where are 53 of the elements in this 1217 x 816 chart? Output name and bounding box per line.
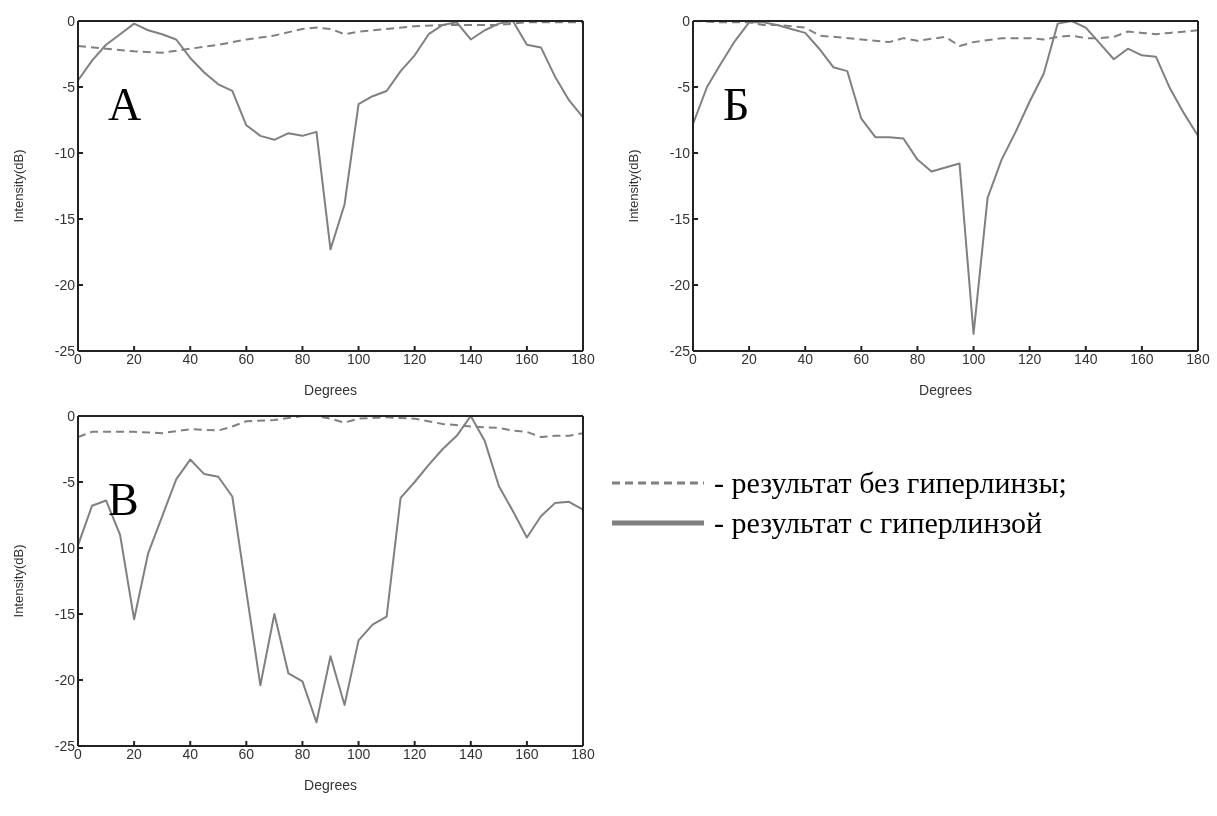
text: Б xyxy=(723,78,750,131)
x-tick-label: 140 xyxy=(1074,350,1098,367)
x-tick-label: 120 xyxy=(1017,350,1042,367)
x-axis-title: Degrees xyxy=(304,777,357,793)
x-tick-label: 140 xyxy=(459,745,483,762)
x-tick-label: 160 xyxy=(1130,350,1154,367)
x-tick-label: 60 xyxy=(238,350,255,367)
x-tick-label: 40 xyxy=(797,350,814,367)
x-tick-label: 160 xyxy=(515,350,539,367)
x-tick-label: 140 xyxy=(459,350,483,367)
x-tick-label: 100 xyxy=(346,350,371,367)
x-tick-label: 20 xyxy=(741,350,758,367)
x-tick-label: 40 xyxy=(182,745,199,762)
y-axis-title: Intensity(dB) xyxy=(625,149,641,223)
y-tick-label: -15 xyxy=(54,605,76,622)
x-tick-label: 80 xyxy=(294,745,311,762)
y-axis-title: Intensity(dB) xyxy=(10,149,26,223)
y-tick-label: -20 xyxy=(54,276,76,293)
x-tick-label: 80 xyxy=(909,350,926,367)
text: В xyxy=(108,473,139,526)
y-tick-label: -5 xyxy=(677,78,691,95)
y-tick-label: -10 xyxy=(54,539,76,556)
y-tick-label: -10 xyxy=(54,144,76,161)
x-tick-label: 20 xyxy=(126,745,143,762)
y-tick-label: -15 xyxy=(54,210,76,227)
x-tick-label: 120 xyxy=(402,350,427,367)
x-tick-label: 120 xyxy=(402,745,427,762)
y-tick-label: -20 xyxy=(669,276,691,293)
y-tick-label: -5 xyxy=(62,78,76,95)
x-tick-label: 100 xyxy=(961,350,986,367)
y-tick-label: -5 xyxy=(62,473,76,490)
y-tick-label: 0 xyxy=(67,12,76,29)
x-tick-label: 60 xyxy=(238,745,255,762)
y-tick-label: -10 xyxy=(669,144,691,161)
x-tick-label: 160 xyxy=(515,745,539,762)
y-tick-label: -15 xyxy=(669,210,691,227)
x-axis-title: Degrees xyxy=(919,382,972,398)
x-tick-label: 180 xyxy=(1186,350,1210,367)
x-axis-title: Degrees xyxy=(304,382,357,398)
text: А xyxy=(108,78,142,131)
y-tick-label: -20 xyxy=(54,671,76,688)
x-tick-label: 180 xyxy=(571,350,595,367)
y-axis-title: Intensity(dB) xyxy=(10,544,26,618)
x-tick-label: 60 xyxy=(853,350,870,367)
x-tick-label: 80 xyxy=(294,350,311,367)
y-tick-label: 0 xyxy=(682,12,691,29)
x-tick-label: 180 xyxy=(571,745,595,762)
x-tick-label: 100 xyxy=(346,745,371,762)
y-tick-label: 0 xyxy=(67,407,76,424)
x-tick-label: 20 xyxy=(126,350,143,367)
legend-label: - результат с гиперлинзой xyxy=(714,505,1043,541)
x-tick-label: 40 xyxy=(182,350,199,367)
legend-label: - результат без гиперлинзы; xyxy=(714,465,1067,501)
